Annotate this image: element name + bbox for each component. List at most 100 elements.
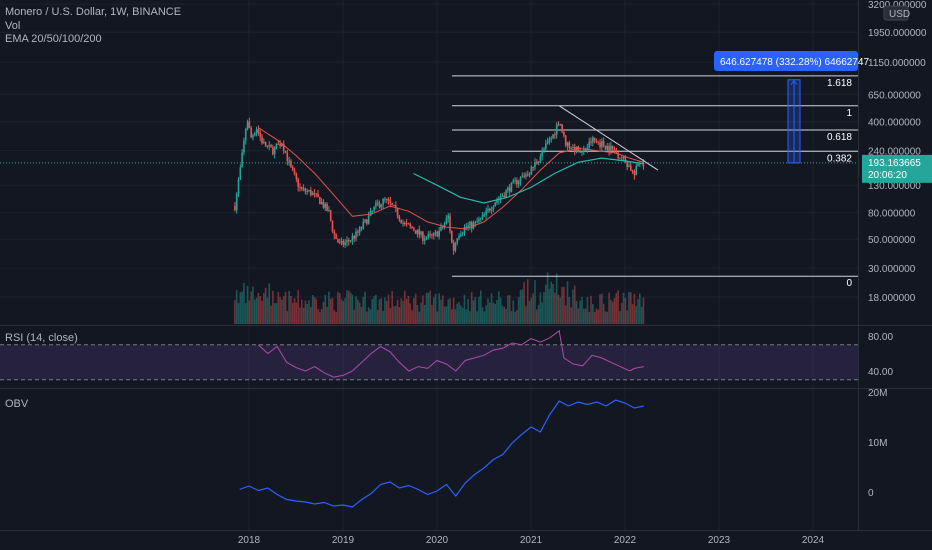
candle-body (300, 187, 303, 189)
volume-label[interactable]: Vol (5, 19, 21, 32)
candle-body (592, 137, 594, 143)
candle-body (469, 222, 471, 226)
fib-level-label: 1.618 (827, 78, 852, 89)
volume-bar (564, 305, 567, 324)
volume-bar (349, 292, 352, 324)
time-tick-label: 2022 (614, 535, 637, 546)
candle-body (261, 136, 263, 144)
time-tick-label: 2018 (238, 535, 261, 546)
volume-bar (521, 289, 524, 324)
volume-bar (615, 293, 618, 324)
rsi-label[interactable]: RSI (14, close) (5, 332, 78, 344)
candle-body (246, 121, 249, 130)
candle-body (611, 145, 614, 149)
volume-bar (378, 299, 381, 324)
volume-bar (541, 302, 544, 324)
volume-bar (344, 298, 346, 324)
symbol-title[interactable]: Monero / U.S. Dollar, 1W, BINANCE (5, 6, 182, 18)
candle-body (391, 203, 393, 206)
candle-body (622, 156, 625, 158)
volume-bar (376, 309, 379, 324)
volume-bar (382, 310, 384, 324)
volume-bar (496, 300, 498, 324)
volume-bar (557, 294, 560, 324)
candle-body (487, 208, 489, 211)
volume-bar (364, 291, 366, 324)
candle-body (248, 121, 251, 128)
candle-body (284, 150, 287, 153)
candle-body (454, 243, 457, 251)
volume-bar (534, 280, 536, 324)
candle-body (476, 221, 478, 223)
candle-body (380, 204, 383, 208)
candle-body (449, 215, 451, 231)
candle-body (353, 236, 356, 239)
volume-bar (255, 297, 258, 324)
ema-label[interactable]: EMA 20/50/100/200 (5, 33, 102, 45)
candle-body (577, 146, 580, 153)
volume-bar (622, 292, 625, 324)
volume-bar (619, 311, 621, 324)
volume-bar (570, 307, 572, 324)
candle-body (317, 193, 319, 198)
candle-body (364, 219, 366, 222)
candle-body (366, 219, 368, 224)
candle-body (273, 147, 276, 155)
candle-body (291, 166, 294, 171)
volume-bar (333, 310, 336, 324)
candle-body (382, 199, 384, 205)
obv-label[interactable]: OBV (5, 398, 29, 410)
volume-bar (604, 311, 607, 324)
volume-bar (416, 304, 419, 324)
volume-bar (315, 298, 318, 324)
volume-bar (373, 296, 375, 324)
volume-bar (290, 295, 292, 324)
candle-body (385, 198, 388, 200)
candle-body (402, 222, 404, 224)
candle-body (306, 190, 309, 192)
candle-body (290, 160, 292, 167)
volume-bar (299, 307, 301, 324)
volume-bar (272, 290, 274, 324)
volume-bar (508, 295, 511, 324)
price-tick-label: 50.000000 (868, 235, 916, 246)
fibonacci-levels[interactable]: 1.618 1 0.618 0.382 0 (452, 75, 858, 289)
volume-bar (306, 304, 309, 324)
volume-bar (563, 286, 565, 324)
price-tick-label: 30.000000 (868, 264, 916, 275)
volume-bar (555, 273, 558, 324)
candle-body (373, 206, 375, 211)
candle-body (554, 134, 556, 136)
axes: 18.000000 30.000000 50.000000 80.000000 130.… (238, 0, 932, 546)
measure-label: 646.627478 (332.28%) 64662747 (720, 57, 869, 68)
volume-bar (320, 309, 323, 324)
candle-body (270, 145, 272, 148)
candle-body (328, 210, 330, 212)
volume-bar (526, 279, 529, 324)
currency-badge[interactable] (883, 5, 909, 21)
candle-body (631, 170, 634, 172)
candle-body (452, 242, 455, 251)
volume-bar (597, 309, 600, 324)
volume-bar (443, 306, 446, 324)
volume-bar (244, 303, 247, 324)
candle-body (456, 238, 459, 244)
drawing-overlays[interactable]: 646.627478 (332.28%) 64662747 (0, 51, 869, 171)
candle-body (642, 163, 645, 167)
volume-bar (454, 309, 457, 324)
candle-body (523, 175, 525, 177)
volume-bar (525, 306, 527, 324)
obv-line (239, 399, 644, 508)
volume-bar (532, 293, 534, 324)
candle-body (481, 214, 484, 218)
volume-bar (501, 305, 504, 324)
volume-bar (338, 293, 341, 324)
measure-label-bg (714, 51, 858, 71)
trendline[interactable] (558, 105, 659, 171)
candle-body (275, 143, 278, 148)
candle-body (479, 217, 482, 219)
time-tick-label: 2021 (520, 535, 543, 546)
fib-level-label: 0.382 (827, 153, 852, 164)
candle-body (613, 148, 616, 151)
